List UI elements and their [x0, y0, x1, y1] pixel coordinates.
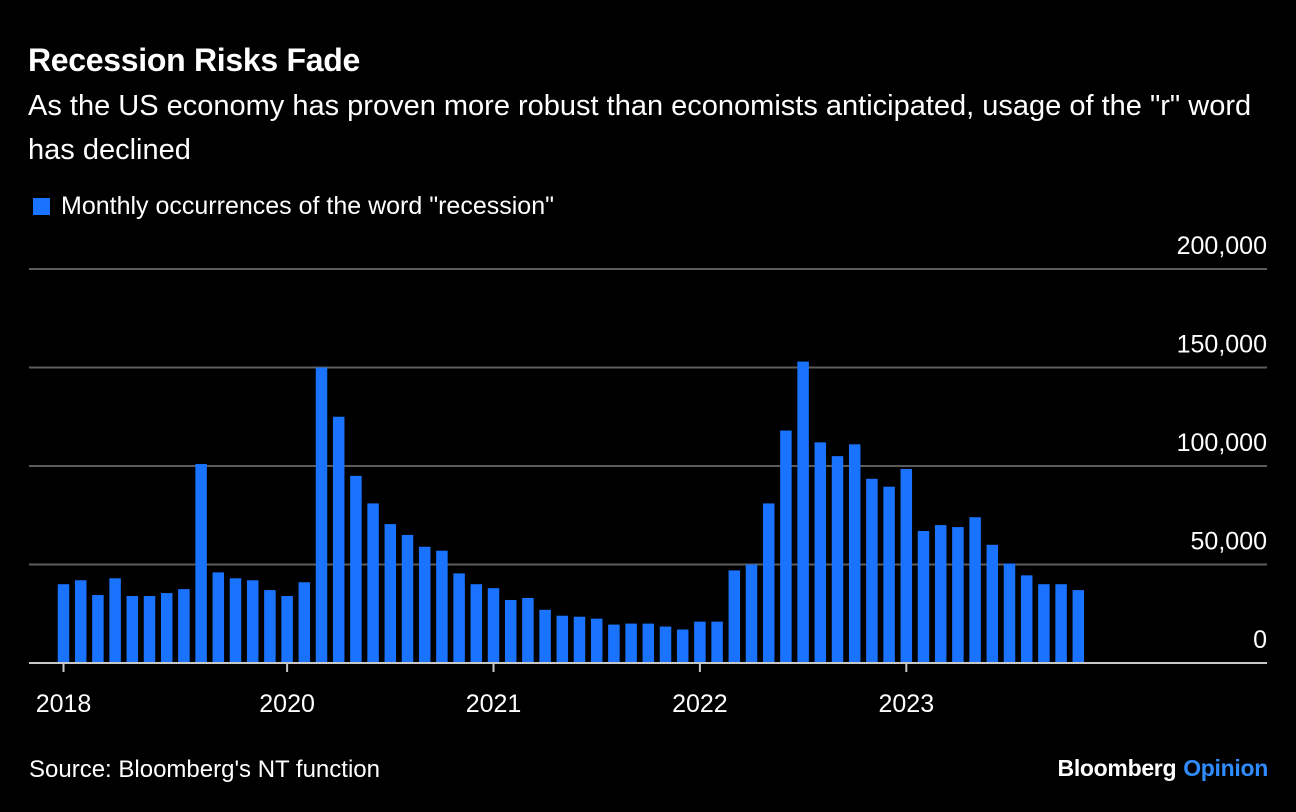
bar — [900, 468, 913, 663]
bar — [848, 444, 861, 663]
bar — [866, 478, 878, 663]
bar — [109, 578, 121, 663]
bar — [470, 584, 483, 663]
bar — [883, 486, 895, 663]
bar — [401, 534, 414, 663]
x-tick-label: 2018 — [36, 690, 92, 718]
bar — [952, 527, 964, 663]
bar — [246, 580, 259, 663]
source-note: Source: Bloomberg's NT function — [29, 756, 380, 783]
bar — [1020, 575, 1033, 663]
bar — [418, 546, 431, 663]
bar — [143, 596, 156, 663]
bar — [986, 544, 999, 663]
x-tick-label: 2020 — [259, 690, 315, 718]
bar — [92, 595, 104, 663]
bar — [281, 596, 293, 663]
bar — [315, 367, 328, 663]
y-tick-label: 50,000 — [1191, 528, 1267, 556]
bar — [969, 517, 981, 663]
bar — [590, 618, 603, 663]
y-tick-label: 100,000 — [1177, 429, 1267, 457]
bar — [625, 623, 637, 663]
bar — [367, 503, 379, 663]
bar — [212, 572, 225, 663]
chart-legend: Monthly occurrences of the word "recessi… — [33, 192, 554, 221]
bar — [780, 430, 792, 663]
bar — [453, 573, 465, 663]
bar — [573, 616, 586, 663]
x-tick-label: 2023 — [878, 690, 934, 718]
y-tick-label: 200,000 — [1177, 232, 1267, 260]
bar — [384, 524, 397, 663]
bar — [126, 596, 139, 663]
x-tick-label: 2022 — [672, 690, 728, 718]
bar — [57, 584, 70, 663]
bar — [195, 464, 207, 663]
bar — [1038, 584, 1050, 663]
legend-swatch — [33, 198, 50, 215]
bar — [160, 593, 173, 663]
brand-name: Bloomberg — [1057, 755, 1177, 781]
bar — [229, 578, 242, 663]
bar — [762, 503, 775, 663]
bar — [728, 570, 741, 663]
bar — [487, 588, 500, 663]
brand-accent: Opinion — [1183, 755, 1268, 781]
bar — [642, 623, 655, 663]
bar — [522, 597, 534, 663]
bar — [332, 416, 345, 663]
bar — [934, 525, 947, 663]
bar — [264, 590, 276, 663]
x-tick-label: 2021 — [466, 690, 522, 718]
bar — [797, 361, 809, 663]
bar — [917, 531, 930, 663]
legend-label: Monthly occurrences of the word "recessi… — [61, 192, 554, 220]
bar — [1072, 590, 1085, 663]
chart-subtitle: As the US economy has proven more robust… — [28, 90, 1252, 166]
bar — [711, 621, 723, 663]
bar — [556, 615, 569, 663]
bar — [178, 589, 190, 663]
bar — [298, 582, 311, 663]
bar — [504, 599, 517, 663]
bar — [350, 475, 362, 663]
y-tick-label: 0 — [1253, 626, 1267, 654]
bar — [1055, 584, 1067, 663]
bar — [659, 626, 672, 663]
bloomberg-opinion-logo: Bloomberg Opinion — [1057, 755, 1269, 782]
bar — [436, 550, 448, 663]
chart-title: Recession Risks Fade — [28, 42, 360, 78]
y-tick-label: 150,000 — [1177, 331, 1267, 359]
bar — [814, 442, 827, 663]
bar — [745, 564, 758, 663]
bar — [608, 624, 620, 663]
bar — [694, 621, 706, 663]
bar — [676, 629, 689, 663]
bar — [74, 580, 87, 663]
bar — [1003, 563, 1016, 663]
bar — [539, 609, 551, 663]
bar — [831, 456, 844, 663]
